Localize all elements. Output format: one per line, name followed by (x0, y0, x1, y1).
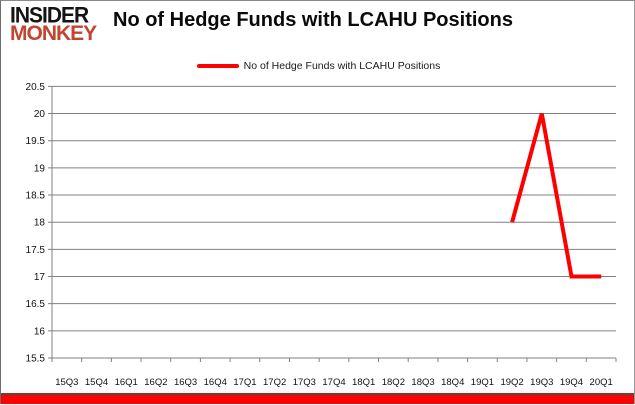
x-tick-label: 19Q4 (560, 377, 583, 388)
legend-line-swatch (196, 64, 239, 68)
data-series-line (510, 113, 602, 279)
y-tick-label: 16 (34, 326, 46, 337)
x-tick-label: 18Q4 (441, 377, 464, 388)
page-title: No of Hedge Funds with LCAHU Positions (113, 9, 513, 31)
y-tick-label: 17 (34, 272, 46, 283)
x-tick-label: 17Q4 (322, 377, 345, 388)
x-tick-label: 15Q3 (55, 377, 78, 388)
legend: No of Hedge Funds with LCAHU Positions (1, 57, 634, 75)
y-tick-label: 18 (34, 218, 46, 229)
x-tick-label: 19Q2 (500, 377, 523, 388)
x-tick-label: 17Q2 (263, 377, 286, 388)
legend-label: No of Hedge Funds with LCAHU Positions (243, 60, 441, 72)
y-tick-label: 20.5 (26, 82, 46, 93)
x-tick-label: 17Q1 (233, 377, 256, 388)
x-tick-label: 18Q3 (411, 377, 434, 388)
bottom-accent-bar (1, 393, 634, 404)
x-tick-label: 18Q1 (352, 377, 375, 388)
x-tick-label: 16Q3 (174, 377, 197, 388)
x-tick-label: 16Q2 (144, 377, 167, 388)
x-tick-label: 16Q1 (115, 377, 138, 388)
y-tick-label: 16.5 (26, 299, 46, 310)
y-tick-label: 17.5 (26, 245, 46, 256)
x-tick-label: 19Q1 (471, 377, 494, 388)
y-tick-label: 18.5 (26, 191, 46, 202)
x-tick-label: 16Q4 (204, 377, 227, 388)
x-tick-label: 17Q3 (293, 377, 316, 388)
x-tick-label: 20Q1 (590, 377, 613, 388)
logo-text-monkey: MONKEY (10, 22, 97, 46)
x-tick-label: 19Q3 (530, 377, 553, 388)
x-tick-label: 18Q2 (382, 377, 405, 388)
y-tick-label: 20 (34, 109, 46, 120)
y-tick-label: 19.5 (26, 136, 46, 147)
y-tick-label: 19 (34, 163, 46, 174)
x-tick-label: 15Q4 (85, 377, 108, 388)
y-tick-label: 15.5 (26, 354, 46, 365)
logo-text-insider: INSIDER (10, 3, 89, 28)
insider-monkey-logo[interactable]: INSIDER MONKEY (10, 3, 110, 46)
